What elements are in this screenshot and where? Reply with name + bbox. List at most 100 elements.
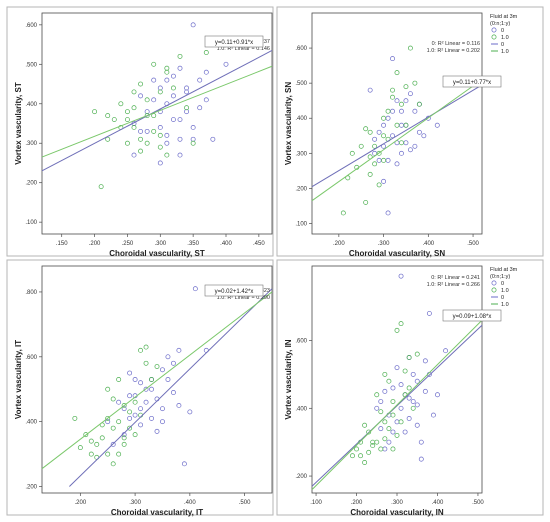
data-point-group-1	[394, 432, 400, 438]
x-tick-label: .500	[472, 500, 484, 506]
data-point-group-0	[390, 429, 396, 435]
data-point-group-1	[399, 101, 404, 107]
data-point-group-1	[131, 105, 137, 111]
data-point-group-0	[160, 419, 165, 425]
data-point-group-0	[165, 377, 171, 382]
data-point-group-1	[366, 449, 372, 455]
data-point-group-0	[177, 152, 183, 158]
data-point-group-0	[426, 310, 432, 316]
legend-item: 1.0	[501, 35, 509, 41]
y-tick-label: .100	[295, 221, 307, 227]
legend-item: 1.0	[501, 302, 509, 308]
data-point-group-0	[160, 367, 165, 373]
data-point-group-0	[381, 122, 387, 128]
x-tick-label: .300	[154, 241, 166, 247]
data-point-group-0	[170, 390, 176, 395]
data-point-group-0	[170, 360, 176, 366]
plot-area	[41, 265, 273, 494]
data-point-group-1	[99, 435, 105, 441]
fit-equation: y=0.09+1.08*x	[453, 314, 492, 320]
fit-equation: y=0.11+0.77*x	[453, 80, 491, 86]
data-point-group-0	[157, 160, 163, 166]
data-point-group-0	[132, 412, 138, 418]
data-point-group-1	[164, 152, 170, 158]
data-point-group-0	[105, 419, 111, 425]
data-point-group-0	[151, 97, 157, 103]
data-point-group-1	[367, 171, 373, 177]
y-tick-label: .500	[25, 62, 37, 68]
data-point-group-1	[184, 105, 190, 111]
y-tick-label: .600	[25, 23, 37, 29]
data-point-group-0	[398, 405, 404, 411]
data-point-group-1	[398, 419, 404, 425]
data-point-group-1	[131, 89, 137, 95]
data-point-group-0	[192, 286, 198, 292]
fit-line-group-0	[311, 84, 483, 188]
data-point-group-0	[422, 388, 428, 394]
data-point-group-1	[110, 396, 116, 402]
fit-equation: y=0.02+1.42*x	[215, 289, 254, 295]
data-point-group-1	[385, 108, 391, 114]
x-tick-label: .200	[333, 241, 345, 247]
data-point-group-1	[366, 429, 372, 435]
data-point-group-0	[116, 399, 122, 405]
data-point-group-1	[127, 425, 133, 431]
y-axis-title: Vortex vascularity, ST	[14, 82, 23, 165]
panel-border	[6, 6, 274, 257]
chart-panel-2: .200 .300 .400 .500 .100 .200 .300 .400 .500 .600…	[276, 6, 544, 258]
data-point-group-0	[414, 378, 420, 384]
chart-panel-1: .150 .200 .250 .300 .350 .400 .450 .100 .200 .300…	[6, 6, 274, 258]
data-point-group-0	[197, 77, 203, 83]
data-point-group-1	[105, 386, 111, 392]
data-point-group-1	[410, 405, 416, 411]
y-tick-label: .100	[25, 220, 37, 226]
data-point-group-1	[381, 157, 387, 163]
data-point-group-0	[127, 370, 133, 376]
data-point-group-1	[121, 435, 127, 441]
x-axis-title: Choroidal vascularity, IT	[111, 508, 203, 517]
x-axis-title: Choroidal vascularity, ST	[109, 249, 205, 258]
x-tick-label: .200	[89, 241, 101, 247]
data-point-group-1	[407, 45, 413, 51]
data-point-group-0	[435, 392, 440, 398]
data-point-group-1	[177, 53, 183, 59]
data-point-group-1	[406, 355, 412, 360]
data-point-group-0	[434, 122, 440, 128]
data-point-group-0	[407, 91, 413, 97]
data-point-group-1	[386, 426, 392, 432]
legend-item: 1.0	[501, 288, 509, 294]
x-axis-title: Choroidal vascularity, SN	[349, 249, 446, 258]
data-point-group-1	[157, 89, 163, 95]
data-point-group-0	[403, 98, 409, 104]
data-point-group-1	[370, 443, 376, 449]
data-point-group-1	[151, 128, 157, 134]
data-point-group-1	[363, 199, 369, 205]
r2-annotation: 0: R² Linear = 0.116	[432, 41, 480, 47]
data-point-group-1	[138, 148, 144, 154]
r2-annotation: 1.0: R² Linear = 0.266	[427, 282, 480, 288]
data-point-group-0	[402, 429, 408, 435]
data-point-group-1	[151, 61, 157, 67]
data-point-group-1	[138, 81, 144, 87]
data-point-group-0	[176, 347, 182, 353]
data-point-group-1	[144, 97, 150, 103]
data-point-group-0	[138, 406, 144, 412]
data-point-group-0	[164, 132, 170, 138]
data-point-group-1	[154, 364, 160, 369]
data-point-group-0	[157, 124, 163, 130]
data-point-group-1	[144, 113, 150, 119]
data-point-group-0	[394, 98, 400, 104]
data-point-group-1	[376, 150, 382, 156]
r2-annotation: 0: R² Linear = 0.241	[431, 275, 480, 281]
y-tick-label: .200	[295, 186, 307, 192]
x-tick-label: .400	[422, 241, 434, 247]
data-point-group-1	[116, 377, 122, 382]
data-point-group-1	[116, 419, 122, 425]
data-point-group-1	[105, 113, 111, 119]
x-tick-label: .500	[239, 500, 251, 506]
data-point-group-0	[177, 117, 183, 123]
data-point-group-0	[407, 147, 413, 153]
data-point-group-1	[372, 143, 378, 149]
panel-border	[276, 6, 544, 257]
fit-line-group-1	[41, 291, 273, 470]
